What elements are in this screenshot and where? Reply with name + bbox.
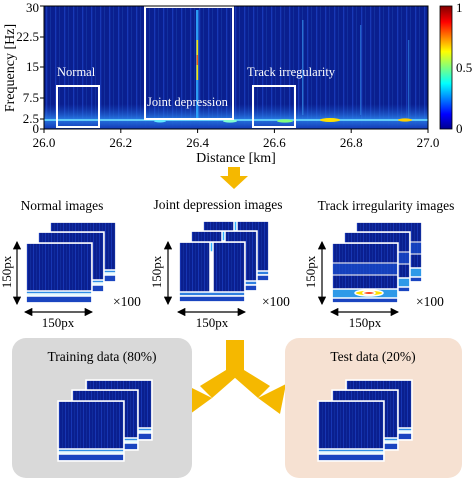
x-tick-label: 26.2 — [109, 135, 132, 150]
joint-depression-region-label: Joint depression — [147, 95, 229, 109]
colorbar-tick-label: 1 — [456, 0, 463, 15]
colorbar — [439, 5, 453, 130]
x-tick-label: 26.8 — [340, 135, 363, 150]
y-tick-label: 15 — [26, 59, 39, 74]
x-tick-label: 26.0 — [33, 135, 56, 150]
y-tick-label: 2.5 — [23, 111, 39, 126]
track-irregularity-region-box — [252, 85, 296, 128]
test-images-stack — [317, 379, 413, 462]
normal-width-label: 150px — [42, 315, 75, 330]
track-width-label: 150px — [349, 315, 382, 330]
colorbar-ticks: 1 0.5 0 — [456, 0, 472, 136]
test-data-label: Test data (20%) — [330, 349, 415, 364]
colorbar-tick-label: 0 — [456, 121, 463, 136]
spectrogram-plot: Normal Joint depression Track irregulari… — [3, 0, 472, 166]
y-axis-label: Frequency [Hz] — [3, 24, 18, 112]
joint-depression-images-title: Joint depression images — [154, 197, 283, 212]
y-tick-label: 30 — [26, 0, 39, 15]
y-axis: 0 2.5 7.5 15 22.5 30 — [16, 0, 44, 136]
track-irregularity-region-label: Track irregularity — [247, 65, 336, 79]
track-height-label: 150px — [303, 255, 318, 288]
normal-count-label: ×100 — [113, 294, 141, 309]
y-tick-label: 0 — [33, 121, 40, 136]
joint-width-label: 150px — [196, 315, 229, 330]
y-tick-label: 7.5 — [23, 90, 39, 105]
normal-height-label: 150px — [0, 255, 14, 288]
training-images-stack — [57, 379, 153, 462]
down-arrow-icon — [220, 167, 248, 189]
colorbar-tick-label: 0.5 — [456, 60, 472, 75]
x-axis-label: Distance [km] — [196, 151, 276, 166]
joint-depression-region-box — [144, 6, 234, 120]
track-irregularity-images-stack — [317, 221, 423, 317]
normal-images-title: Normal images — [21, 198, 104, 213]
x-axis: 26.0 26.2 26.4 26.6 26.8 27.0 — [33, 129, 440, 150]
joint-depression-images-stack — [163, 220, 270, 317]
joint-count-label: ×100 — [262, 294, 290, 309]
y-tick-label: 22.5 — [16, 29, 39, 44]
x-tick-label: 27.0 — [417, 135, 440, 150]
normal-images-stack — [12, 221, 117, 317]
x-tick-label: 26.4 — [186, 135, 209, 150]
track-irregularity-images-title: Track irregularity images — [318, 198, 455, 213]
split-arrow-icon — [184, 340, 286, 414]
x-tick-label: 26.6 — [263, 135, 286, 150]
track-count-label: ×100 — [416, 294, 444, 309]
joint-height-label: 150px — [149, 255, 164, 288]
training-data-label: Training data (80%) — [48, 349, 157, 364]
normal-region-label: Normal — [57, 65, 96, 79]
normal-region-box — [56, 85, 100, 128]
